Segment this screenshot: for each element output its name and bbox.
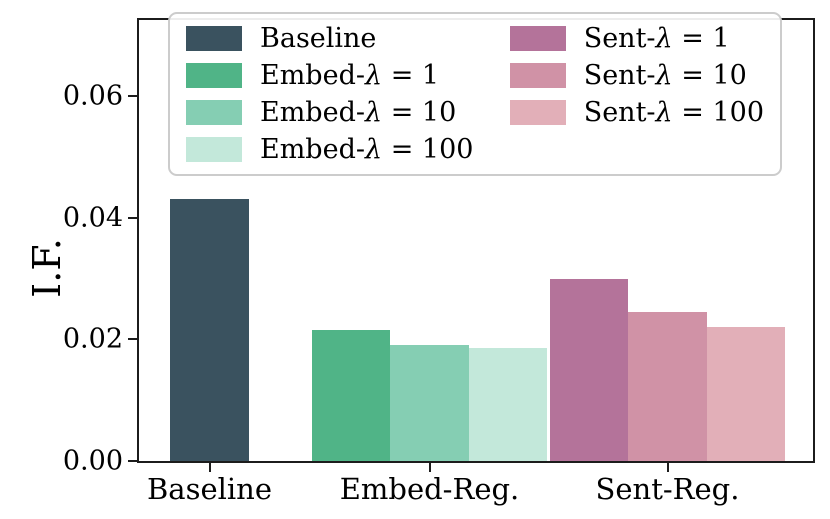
bar-embed-10	[390, 345, 469, 461]
y-tick-mark	[128, 460, 137, 462]
bar-baseline	[170, 199, 249, 461]
x-tick-label-sent-reg-: Sent-Reg.	[595, 472, 740, 506]
legend-item: Baseline	[186, 22, 510, 54]
legend: Baseline Embed-λ = 1 Embed-λ = 10 Embed-λ =…	[168, 12, 782, 176]
y-tick-mark	[128, 338, 137, 341]
y-tick-mark	[128, 95, 137, 98]
legend-label: Sent-λ = 10	[583, 59, 747, 91]
legend-swatch-icon	[509, 62, 566, 88]
bar-sent-10	[628, 311, 707, 461]
legend-column: Sent-λ = 1 Sent-λ = 10 Sent-λ = 100	[509, 22, 764, 163]
legend-item: Sent-λ = 100	[509, 96, 764, 128]
bar-sent-100	[706, 327, 786, 461]
y-tick-label: 0.04	[62, 202, 123, 234]
y-axis-label: I.F.	[25, 238, 69, 298]
legend-item: Sent-λ = 10	[509, 59, 764, 91]
legend-swatch-icon	[186, 62, 242, 88]
legend-item: Embed-λ = 10	[186, 96, 510, 128]
legend-item: Sent-λ = 1	[509, 22, 764, 54]
legend-swatch-icon	[509, 99, 566, 125]
x-tick-mark	[666, 463, 669, 472]
x-tick-label-baseline: Baseline	[146, 472, 273, 506]
legend-label: Embed-λ = 10	[260, 96, 457, 128]
legend-swatch-icon	[186, 99, 242, 125]
legend-label: Sent-λ = 100	[583, 96, 764, 128]
x-tick-mark	[208, 463, 211, 472]
legend-swatch-icon	[186, 25, 242, 51]
legend-label: Embed-λ = 1	[260, 59, 440, 91]
y-tick-label: 0.00	[62, 445, 123, 477]
legend-item: Embed-λ = 1	[186, 59, 510, 91]
legend-swatch-icon	[509, 25, 566, 51]
y-tick-label: 0.06	[62, 80, 123, 112]
legend-label: Embed-λ = 100	[260, 133, 474, 165]
bar-sent-1	[549, 278, 629, 461]
bar-embed-1	[311, 330, 391, 461]
x-tick-label-embed-reg-: Embed-Reg.	[339, 472, 520, 506]
legend-item: Embed-λ = 100	[186, 133, 510, 165]
y-tick-label: 0.02	[62, 323, 123, 355]
x-tick-mark	[428, 463, 431, 472]
bar-embed-100	[468, 348, 548, 461]
legend-column: Baseline Embed-λ = 1 Embed-λ = 10 Embed-λ =…	[186, 25, 510, 163]
legend-swatch-icon	[186, 136, 242, 162]
legend-label: Sent-λ = 1	[583, 22, 730, 54]
y-tick-mark	[128, 216, 137, 219]
legend-label: Baseline	[260, 22, 377, 54]
